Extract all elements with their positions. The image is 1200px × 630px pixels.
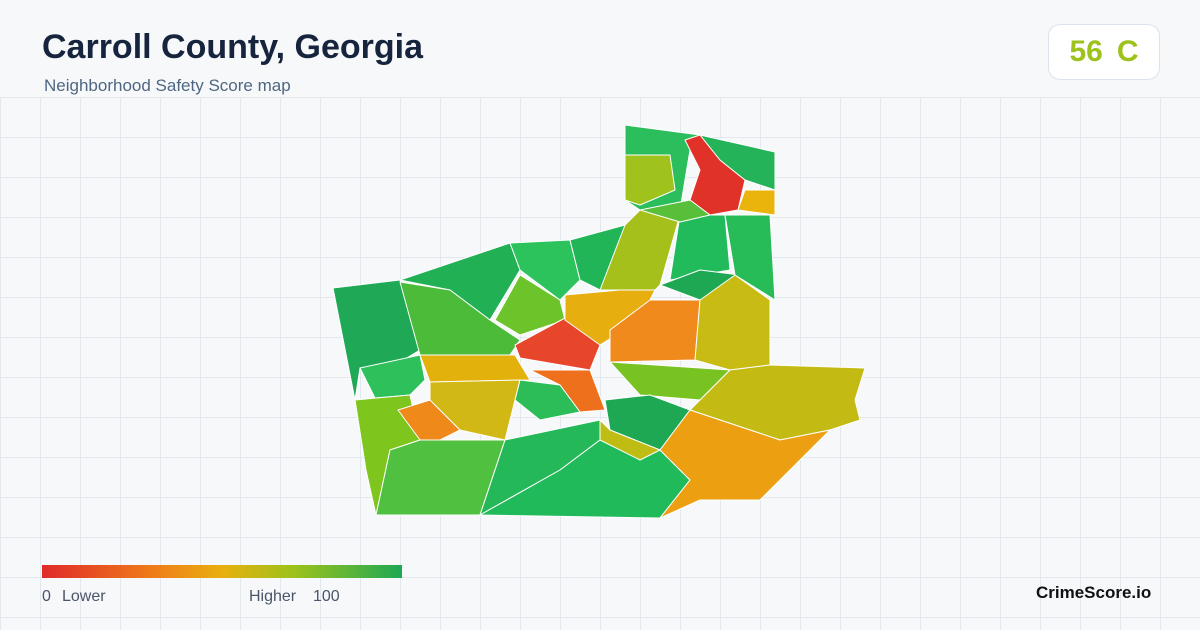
brand: CrimeScore.io [1036,583,1152,602]
map-region [429,379,521,441]
subtitle: Neighborhood Safety Score map [44,76,291,95]
score-value: 56 [1069,35,1103,68]
background-grid [0,97,1200,630]
map-region [639,199,711,223]
legend-max: 100 [313,588,340,605]
map-region [659,409,831,519]
legend-min: 0 [42,588,51,605]
title: Carroll County, Georgia [42,28,423,66]
legend-gradient [42,565,402,578]
map-region [494,274,566,336]
map-region [509,239,581,301]
legend-min-label: Lower [62,588,106,605]
map-region [419,354,531,383]
map-region [514,317,601,371]
map-region [624,154,676,206]
map-region [699,134,776,191]
map-region [724,214,776,301]
score-badge: 56 C [1048,24,1160,80]
score-grade: C [1116,35,1139,68]
map-region [514,379,581,421]
map-region [529,369,606,413]
legend-max-label: Higher [249,588,297,605]
map-region [737,189,776,216]
map-region [599,419,661,461]
map-region [397,399,461,441]
map-region [359,354,426,399]
